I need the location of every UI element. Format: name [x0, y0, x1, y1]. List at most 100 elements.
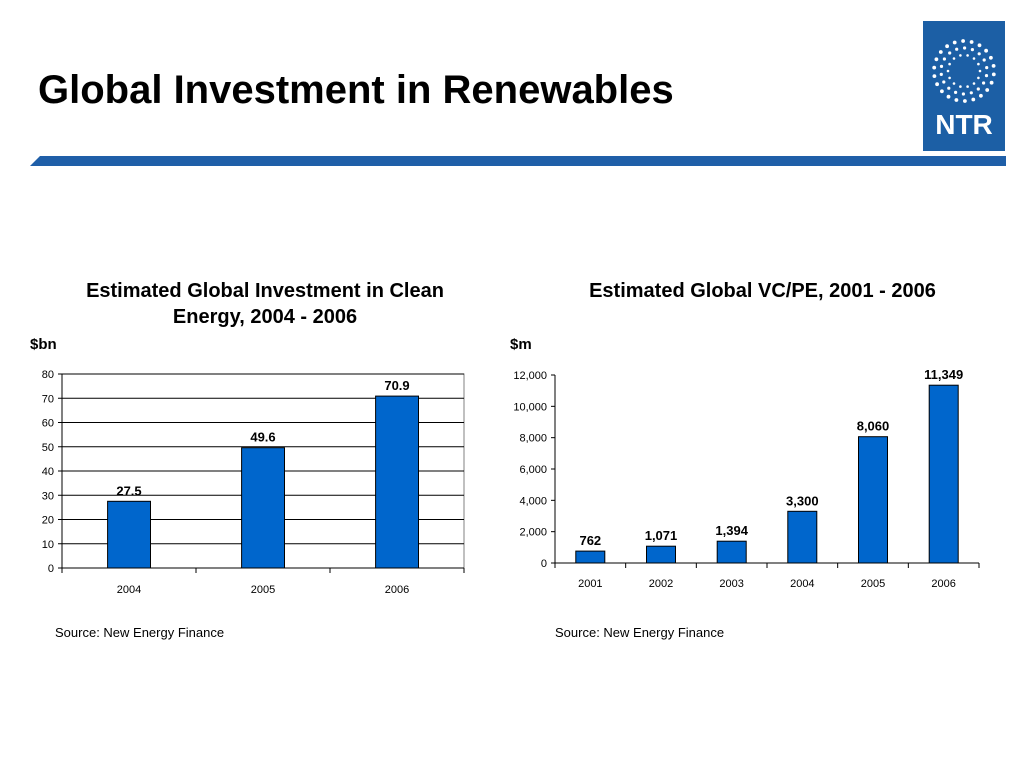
logo-dot	[966, 85, 969, 88]
data-label: 49.6	[250, 430, 275, 445]
logo-dot	[972, 57, 976, 60]
x-tick-label: 2006	[931, 578, 955, 590]
x-tick-label: 2001	[578, 578, 602, 590]
data-label: 8,060	[857, 419, 890, 434]
bar	[107, 500, 151, 569]
logo-dot	[985, 66, 989, 70]
logo-dot	[966, 54, 969, 57]
bar	[646, 545, 676, 564]
data-label: 11,349	[924, 367, 963, 382]
y-tick-label: 0	[541, 558, 547, 570]
logo-dot	[991, 64, 996, 68]
data-label: 3,300	[786, 493, 819, 508]
logo-dot	[948, 51, 952, 55]
logo-dot	[989, 80, 994, 85]
logo-dot	[961, 39, 965, 43]
x-tick-label: 2004	[117, 584, 141, 596]
logo-dot	[948, 62, 951, 66]
logo-dot	[989, 55, 993, 60]
x-tick-label: 2005	[861, 578, 885, 590]
logo-dot	[942, 57, 946, 61]
logo-dot	[954, 98, 959, 102]
logo-dot	[952, 57, 956, 60]
logo-dot	[938, 50, 943, 54]
logo-dot	[939, 64, 944, 68]
logo-text: NTR	[935, 109, 993, 140]
logo-dot	[982, 58, 986, 62]
sun-ring-icon	[932, 39, 996, 103]
y-tick-label: 60	[42, 418, 54, 430]
y-tick-label: 10,000	[513, 401, 547, 413]
chart2-plot: 0 2,000 4,000 6,000 8,000 10,000 12,000 762 2001…	[513, 367, 980, 590]
x-tick-label: 2006	[385, 584, 409, 596]
y-tick-label: 40	[42, 466, 54, 478]
logo-dot	[932, 74, 937, 78]
logo-dot	[969, 91, 973, 95]
logo-dot	[954, 90, 958, 94]
logo-dot	[939, 72, 943, 76]
x-tick-label: 2003	[719, 578, 743, 590]
y-tick-label: 12,000	[513, 370, 547, 382]
logo-dot	[952, 82, 956, 85]
logo-dot	[976, 87, 980, 91]
logo-dot	[979, 93, 983, 98]
logo-dot	[969, 40, 974, 44]
logo-dot	[963, 99, 967, 103]
data-label: 1,071	[645, 528, 678, 543]
chart2-title: Estimated Global VC/PE, 2001 - 2006	[589, 280, 936, 302]
bar	[858, 436, 888, 564]
logo-dot	[945, 44, 949, 49]
logo-dot	[977, 62, 980, 66]
logo-dot	[932, 65, 937, 70]
logo-dot	[970, 48, 974, 52]
y-tick-label: 30	[42, 490, 54, 502]
logo-dot	[984, 48, 988, 53]
logo-dot	[946, 69, 950, 73]
data-label: 27.5	[116, 483, 141, 498]
data-label: 70.9	[384, 378, 409, 393]
logo-dot	[952, 40, 957, 45]
bar	[241, 447, 286, 569]
logo-dot	[963, 46, 967, 50]
slide-title: Global Investment in Renewables	[38, 68, 674, 112]
x-tick-label: 2005	[251, 584, 275, 596]
y-tick-label: 10	[42, 539, 54, 551]
logo-dot	[942, 80, 946, 84]
title-underline	[30, 156, 1006, 166]
y-tick-label: 80	[42, 369, 54, 381]
logo-dot	[934, 57, 939, 62]
logo-dot	[972, 82, 976, 85]
logo-dot	[935, 82, 939, 87]
y-tick-label: 70	[42, 393, 54, 405]
y-tick-label: 4,000	[519, 495, 547, 507]
bar	[716, 540, 747, 564]
bar	[575, 550, 606, 564]
logo-dot	[959, 85, 962, 88]
chart1-plot: 0 10 20 30 40 50 60 70 80 27.5 2004 49.6 2005 70.9 200…	[42, 369, 465, 596]
bar	[375, 395, 420, 569]
logo-dot	[991, 72, 996, 77]
logo-dot	[982, 81, 986, 85]
data-label: 1,394	[715, 523, 748, 538]
y-tick-label: 50	[42, 442, 54, 454]
logo-dot	[977, 52, 981, 56]
logo-dot	[978, 69, 982, 73]
logo-dot	[977, 43, 982, 48]
logo-dot	[961, 92, 965, 96]
x-tick-label: 2004	[790, 578, 814, 590]
y-tick-label: 8,000	[519, 433, 547, 445]
logo-dot	[955, 47, 959, 51]
y-tick-label: 0	[48, 563, 54, 575]
logo-dot	[985, 88, 990, 92]
logo-dot	[948, 76, 951, 80]
ntr-logo: NTR	[923, 21, 1005, 151]
x-tick-label: 2002	[649, 578, 673, 590]
chart1-unit-label: $bn	[30, 336, 57, 353]
chart1-title: Estimated Global Investment in Clean Ene…	[86, 280, 444, 328]
bar	[928, 384, 959, 564]
logo-dot	[940, 89, 944, 94]
logo-dot	[977, 76, 980, 80]
y-tick-label: 20	[42, 515, 54, 527]
chart2-unit-label: $m	[510, 336, 532, 353]
logo-dot	[959, 54, 962, 57]
